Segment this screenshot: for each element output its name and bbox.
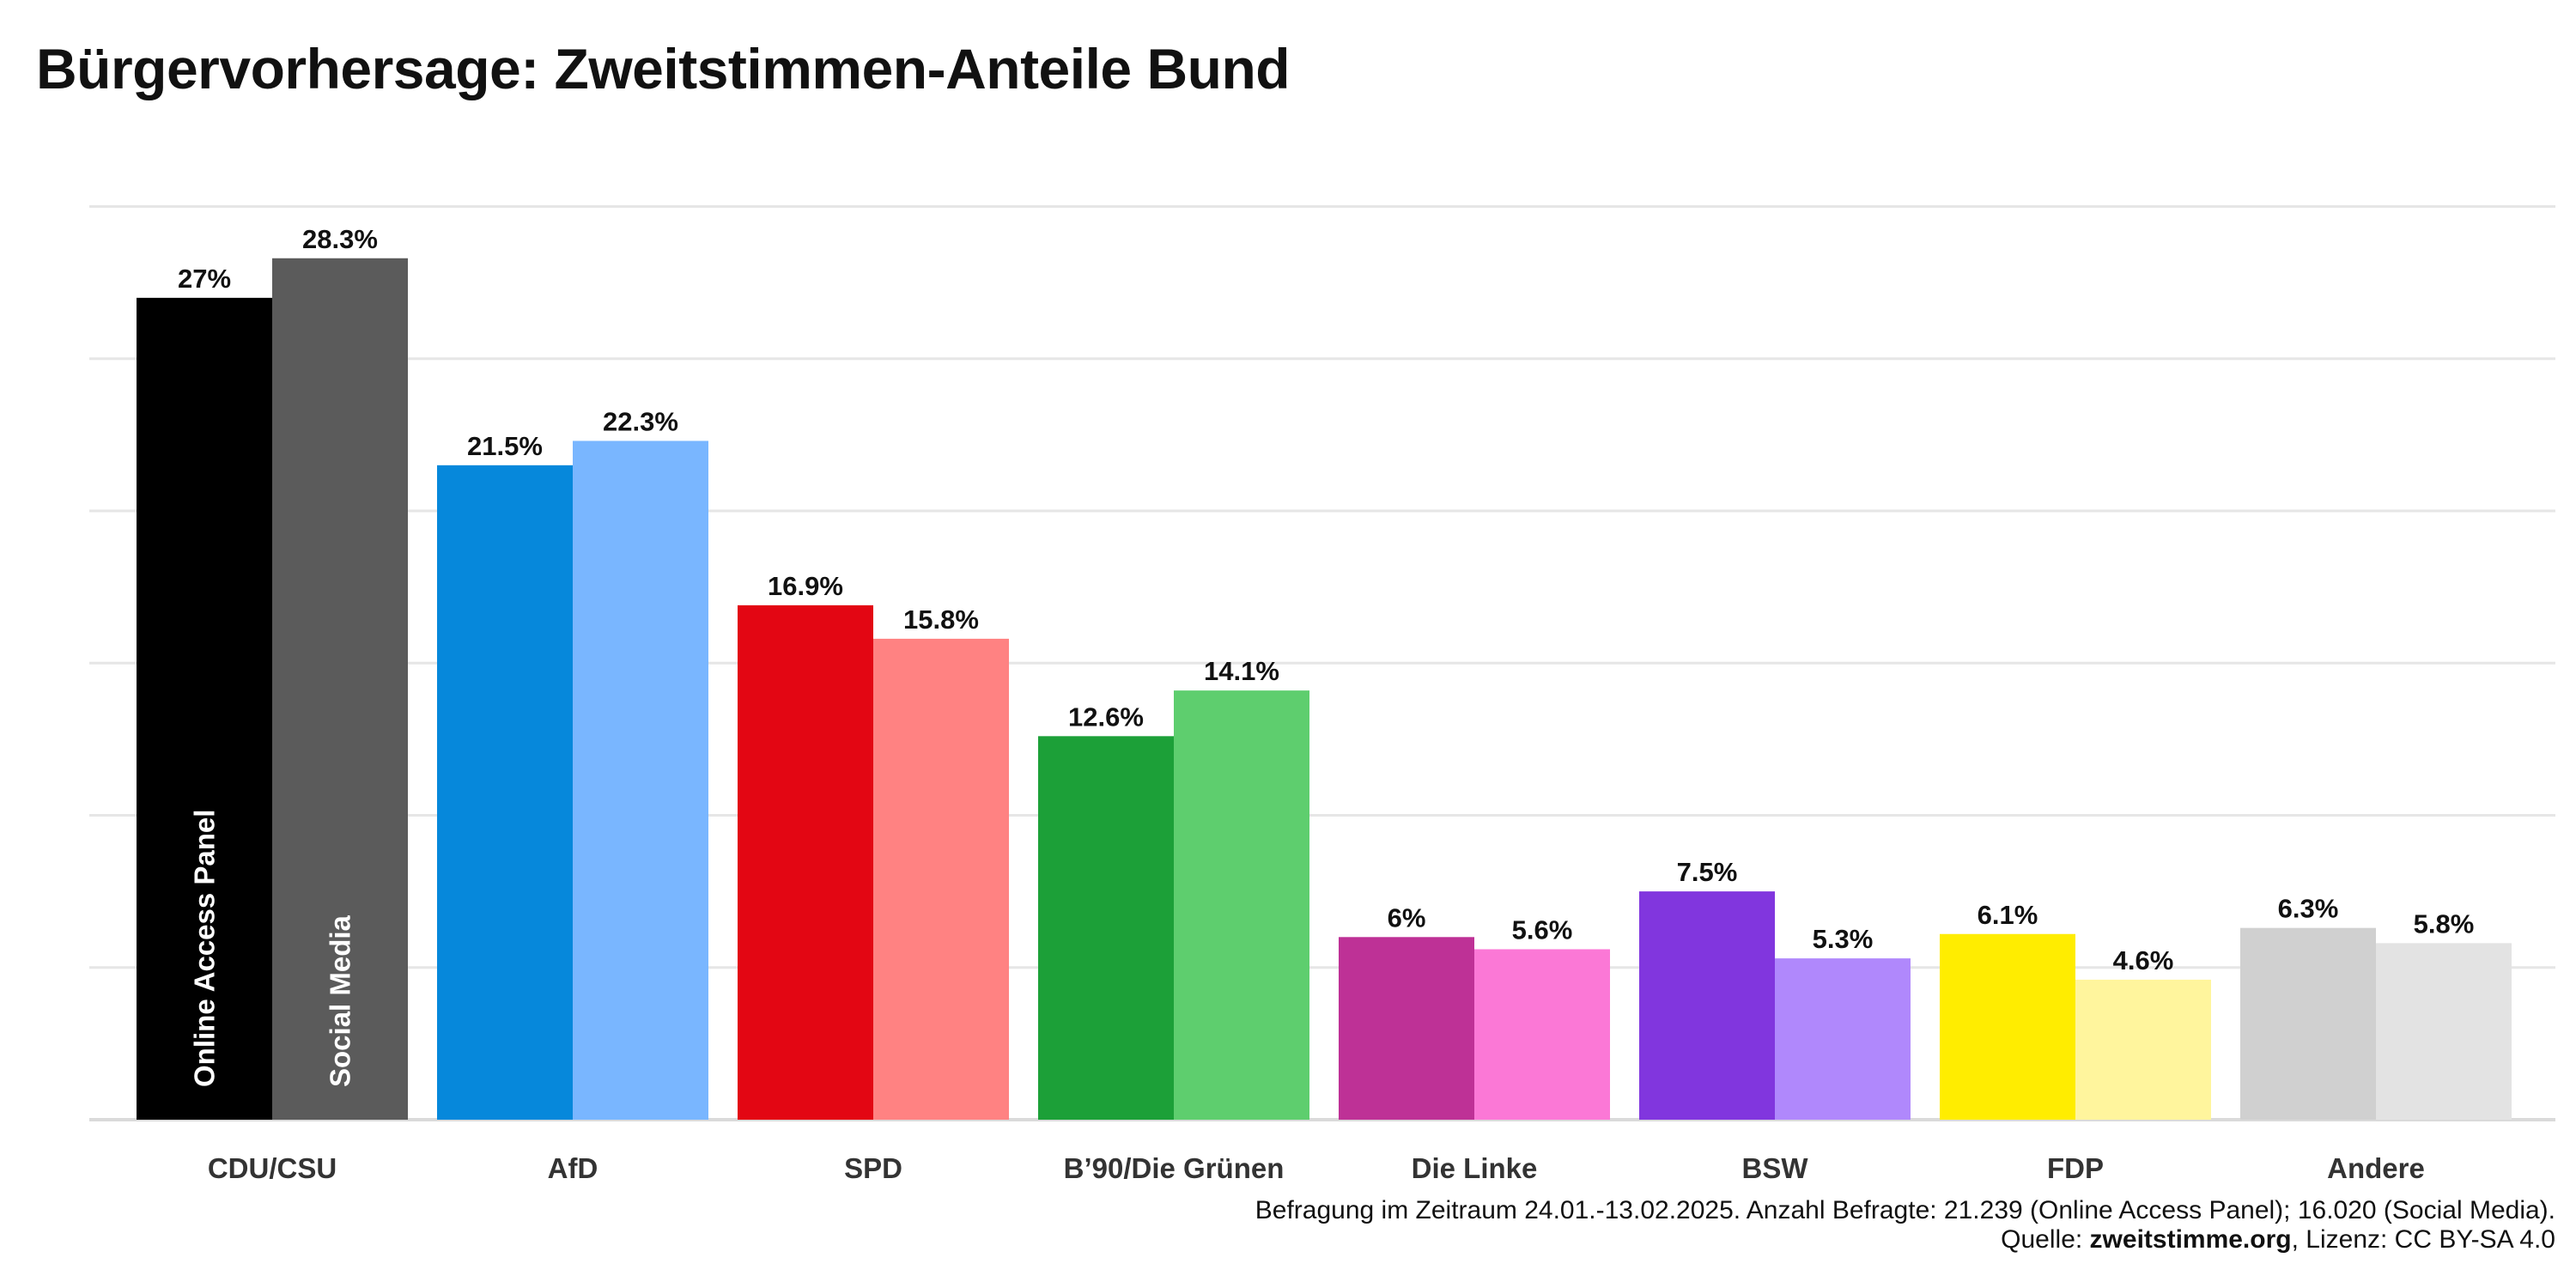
value-label: 16.9%: [768, 571, 843, 601]
value-label: 22.3%: [603, 406, 678, 436]
bar: [2240, 927, 2376, 1120]
bar: [1174, 690, 1309, 1120]
value-labels: 27% 28.3% 21.5% 22.3% 16.9% 15.8% 12.6% 14.1% 6%…: [178, 224, 2474, 975]
bars: [137, 258, 2512, 1121]
category-label: Die Linke: [1412, 1152, 1538, 1184]
source-line: Quelle: zweitstimme.org, Lizenz: CC BY-S…: [2001, 1225, 2555, 1255]
value-label: 15.8%: [903, 605, 979, 635]
value-label: 21.5%: [467, 431, 543, 461]
source-name: zweitstimme.org: [2089, 1225, 2292, 1254]
series-labels: Online Access Panel Social Media: [189, 810, 356, 1087]
bar: [272, 258, 408, 1120]
bar: [437, 465, 573, 1120]
bar: [137, 297, 272, 1121]
value-label: 5.8%: [2414, 908, 2475, 939]
category-label: Andere: [2327, 1152, 2425, 1184]
value-label: 6.1%: [1978, 900, 2038, 930]
source-prefix: Quelle:: [2001, 1225, 2090, 1254]
category-label: BSW: [1742, 1152, 1809, 1184]
bar: [1639, 891, 1775, 1120]
bar: [2376, 943, 2512, 1120]
bar: [1940, 933, 2075, 1120]
value-label: 6%: [1388, 902, 1426, 933]
category-label: B’90/Die Grünen: [1064, 1152, 1285, 1184]
value-label: 28.3%: [302, 224, 378, 254]
value-label: 14.1%: [1204, 656, 1279, 686]
series-label: Social Media: [325, 914, 356, 1087]
bar: [1339, 937, 1474, 1120]
value-label: 6.3%: [2278, 894, 2339, 924]
bar: [573, 440, 708, 1120]
value-label: 7.5%: [1677, 857, 1738, 887]
value-label: 5.3%: [1813, 924, 1874, 954]
category-label: SPD: [844, 1152, 902, 1184]
chart-title: Bürgervorhersage: Zweitstimmen-Anteile B…: [36, 37, 1291, 100]
bar: [738, 605, 873, 1120]
category-label: CDU/CSU: [208, 1152, 337, 1184]
value-label: 12.6%: [1068, 702, 1144, 732]
bar: [1474, 949, 1610, 1120]
bar: [2075, 979, 2211, 1120]
source-suffix: , Lizenz: CC BY-SA 4.0: [2291, 1225, 2555, 1254]
bar: [873, 638, 1009, 1120]
bar: [1038, 736, 1174, 1120]
value-label: 27%: [178, 264, 231, 294]
category-labels: CDU/CSU AfD SPD B’90/Die Grünen Die Linke BSW…: [208, 1152, 2425, 1184]
category-label: FDP: [2047, 1152, 2104, 1184]
bar: [1775, 958, 1911, 1120]
series-label: Online Access Panel: [189, 810, 221, 1087]
survey-note: Befragung im Zeitraum 24.01.-13.02.2025.…: [1255, 1196, 2555, 1224]
category-label: AfD: [548, 1152, 598, 1184]
value-label: 5.6%: [1512, 914, 1573, 945]
value-label: 4.6%: [2113, 945, 2174, 975]
